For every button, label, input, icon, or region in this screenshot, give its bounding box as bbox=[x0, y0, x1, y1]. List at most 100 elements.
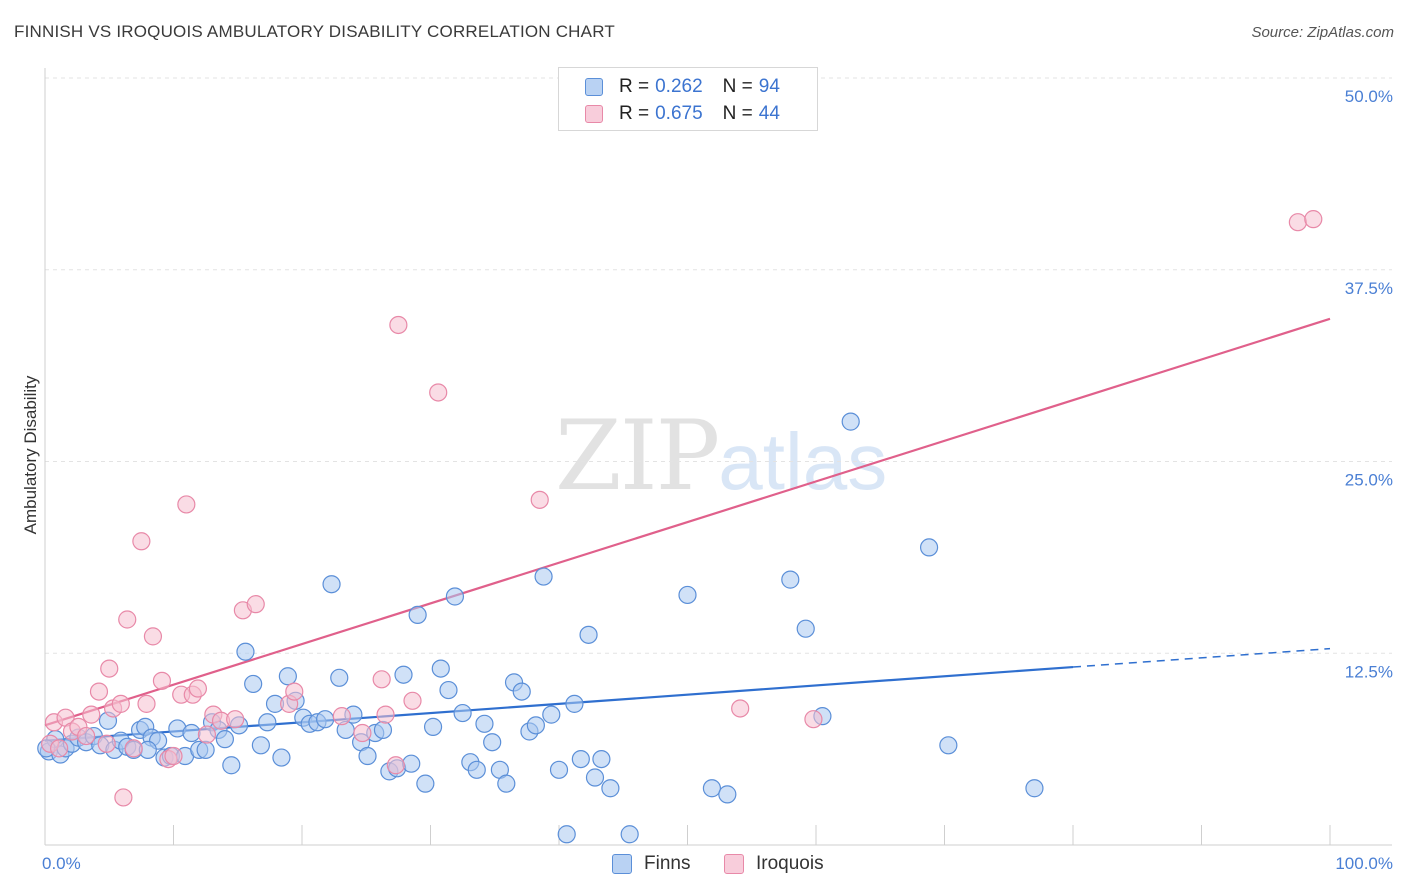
finns-point bbox=[222, 756, 241, 775]
finns-point bbox=[431, 659, 450, 678]
legend-n-value: 44 bbox=[758, 103, 780, 124]
finns-point bbox=[272, 748, 291, 767]
finns-point bbox=[919, 538, 939, 557]
finns-point bbox=[373, 720, 393, 740]
finns-point bbox=[571, 749, 590, 769]
iroquois-point bbox=[50, 739, 69, 758]
finns-point bbox=[585, 768, 605, 787]
legend-row-iroquois: R = 0.675 N = 44 bbox=[585, 102, 780, 126]
finns-point bbox=[439, 680, 458, 700]
axes bbox=[44, 68, 1392, 846]
finns-point bbox=[215, 730, 234, 749]
iroquois-point bbox=[1304, 210, 1323, 229]
finns-point bbox=[251, 736, 270, 755]
finns-point bbox=[467, 760, 486, 779]
x-tick-label: 0.0% bbox=[42, 854, 81, 873]
iroquois-point bbox=[89, 682, 109, 701]
iroquois-point bbox=[530, 490, 549, 509]
chart-title: FINNISH VS IROQUOIS AMBULATORY DISABILIT… bbox=[14, 22, 615, 41]
grid bbox=[45, 77, 1392, 654]
finns-point bbox=[512, 682, 531, 701]
iroquois-point bbox=[77, 726, 96, 746]
iroquois-point bbox=[100, 659, 119, 678]
finns-point bbox=[497, 774, 516, 793]
legend-r-label: R = bbox=[619, 76, 650, 97]
bottom-legend-iroquois: Iroquois bbox=[724, 851, 824, 877]
finns-point bbox=[579, 625, 598, 644]
finns-point bbox=[475, 714, 494, 733]
y-tick-label: 37.5% bbox=[1345, 279, 1393, 298]
y-tick-label: 12.5% bbox=[1345, 662, 1393, 681]
bottom-legend-label-iroquois: Iroquois bbox=[756, 853, 824, 874]
iroquois-point bbox=[332, 707, 351, 726]
finns-point bbox=[549, 760, 569, 779]
finns-point bbox=[542, 705, 561, 724]
iroquois-point bbox=[372, 670, 391, 689]
finns-point bbox=[236, 642, 255, 661]
legend-n-value: 94 bbox=[758, 76, 780, 97]
iroquois-point bbox=[97, 734, 116, 753]
finns-point bbox=[330, 668, 349, 687]
iroquois-point bbox=[429, 383, 448, 402]
y-tick-label: 25.0% bbox=[1345, 471, 1393, 490]
finns-point bbox=[702, 779, 722, 798]
legend-n-label: N = bbox=[722, 103, 753, 124]
finns-point bbox=[678, 585, 697, 605]
iroquois-point bbox=[111, 694, 130, 713]
legend-swatch-finns bbox=[585, 78, 603, 96]
bottom-legend-swatch-iroquois bbox=[724, 854, 744, 874]
finns-point bbox=[453, 703, 472, 723]
finns-point bbox=[408, 605, 427, 625]
finns-point bbox=[278, 667, 297, 686]
finns-point bbox=[592, 749, 611, 769]
finns-point bbox=[534, 567, 553, 586]
tick-labels: 12.5% 25.0% 37.5% 50.0% 0.0% 100.0% bbox=[42, 87, 1393, 873]
iroquois-point bbox=[82, 705, 101, 724]
iroquois-point bbox=[197, 725, 217, 744]
finns-point bbox=[316, 710, 335, 729]
source-note: Source: ZipAtlas.com bbox=[1251, 24, 1394, 41]
legend-r-value: 0.262 bbox=[655, 76, 703, 97]
bottom-legend-swatch-finns bbox=[612, 854, 632, 874]
iroquois-point bbox=[731, 699, 750, 718]
finns-point bbox=[244, 674, 263, 694]
iroquois-point bbox=[118, 610, 137, 629]
watermark-atlas: atlas bbox=[718, 417, 888, 506]
finns-point bbox=[182, 723, 201, 743]
finns-point bbox=[526, 716, 545, 735]
finns-point bbox=[423, 717, 443, 736]
watermark-zip: ZIP bbox=[555, 400, 720, 512]
finns-point bbox=[394, 665, 413, 684]
finns-point bbox=[565, 694, 584, 713]
finns-point bbox=[841, 412, 860, 431]
legend-row-finns: R = 0.262 N = 94 bbox=[585, 75, 780, 99]
legend: R = 0.262 N = 94 R = 0.675 N = 44 bbox=[558, 67, 818, 131]
iroquois-trend-line bbox=[44, 317, 1331, 727]
data-points bbox=[37, 210, 1323, 844]
x-tick-label: 100.0% bbox=[1335, 854, 1393, 873]
iroquois-point bbox=[403, 691, 422, 710]
finns-point bbox=[483, 733, 502, 752]
finns-point bbox=[1025, 779, 1044, 798]
iroquois-point bbox=[386, 756, 405, 775]
iroquois-point bbox=[246, 595, 265, 614]
iroquois-point bbox=[353, 723, 372, 743]
iroquois-point bbox=[137, 694, 156, 713]
iroquois-point bbox=[164, 746, 183, 766]
finns-point bbox=[322, 575, 341, 594]
iroquois-point bbox=[177, 495, 196, 514]
finns-point bbox=[939, 736, 958, 755]
iroquois-point bbox=[124, 739, 143, 758]
bottom-legend-label-finns: Finns bbox=[644, 853, 691, 874]
finns-point bbox=[781, 570, 800, 589]
finns-point bbox=[416, 774, 435, 793]
legend-r-label: R = bbox=[619, 103, 650, 124]
finns-point bbox=[620, 825, 639, 844]
legend-swatch-iroquois bbox=[585, 105, 603, 123]
iroquois-point bbox=[389, 315, 408, 335]
finns-point bbox=[358, 746, 377, 766]
iroquois-point bbox=[114, 788, 133, 807]
watermark: ZIPatlas bbox=[555, 400, 887, 512]
iroquois-point bbox=[376, 705, 395, 724]
